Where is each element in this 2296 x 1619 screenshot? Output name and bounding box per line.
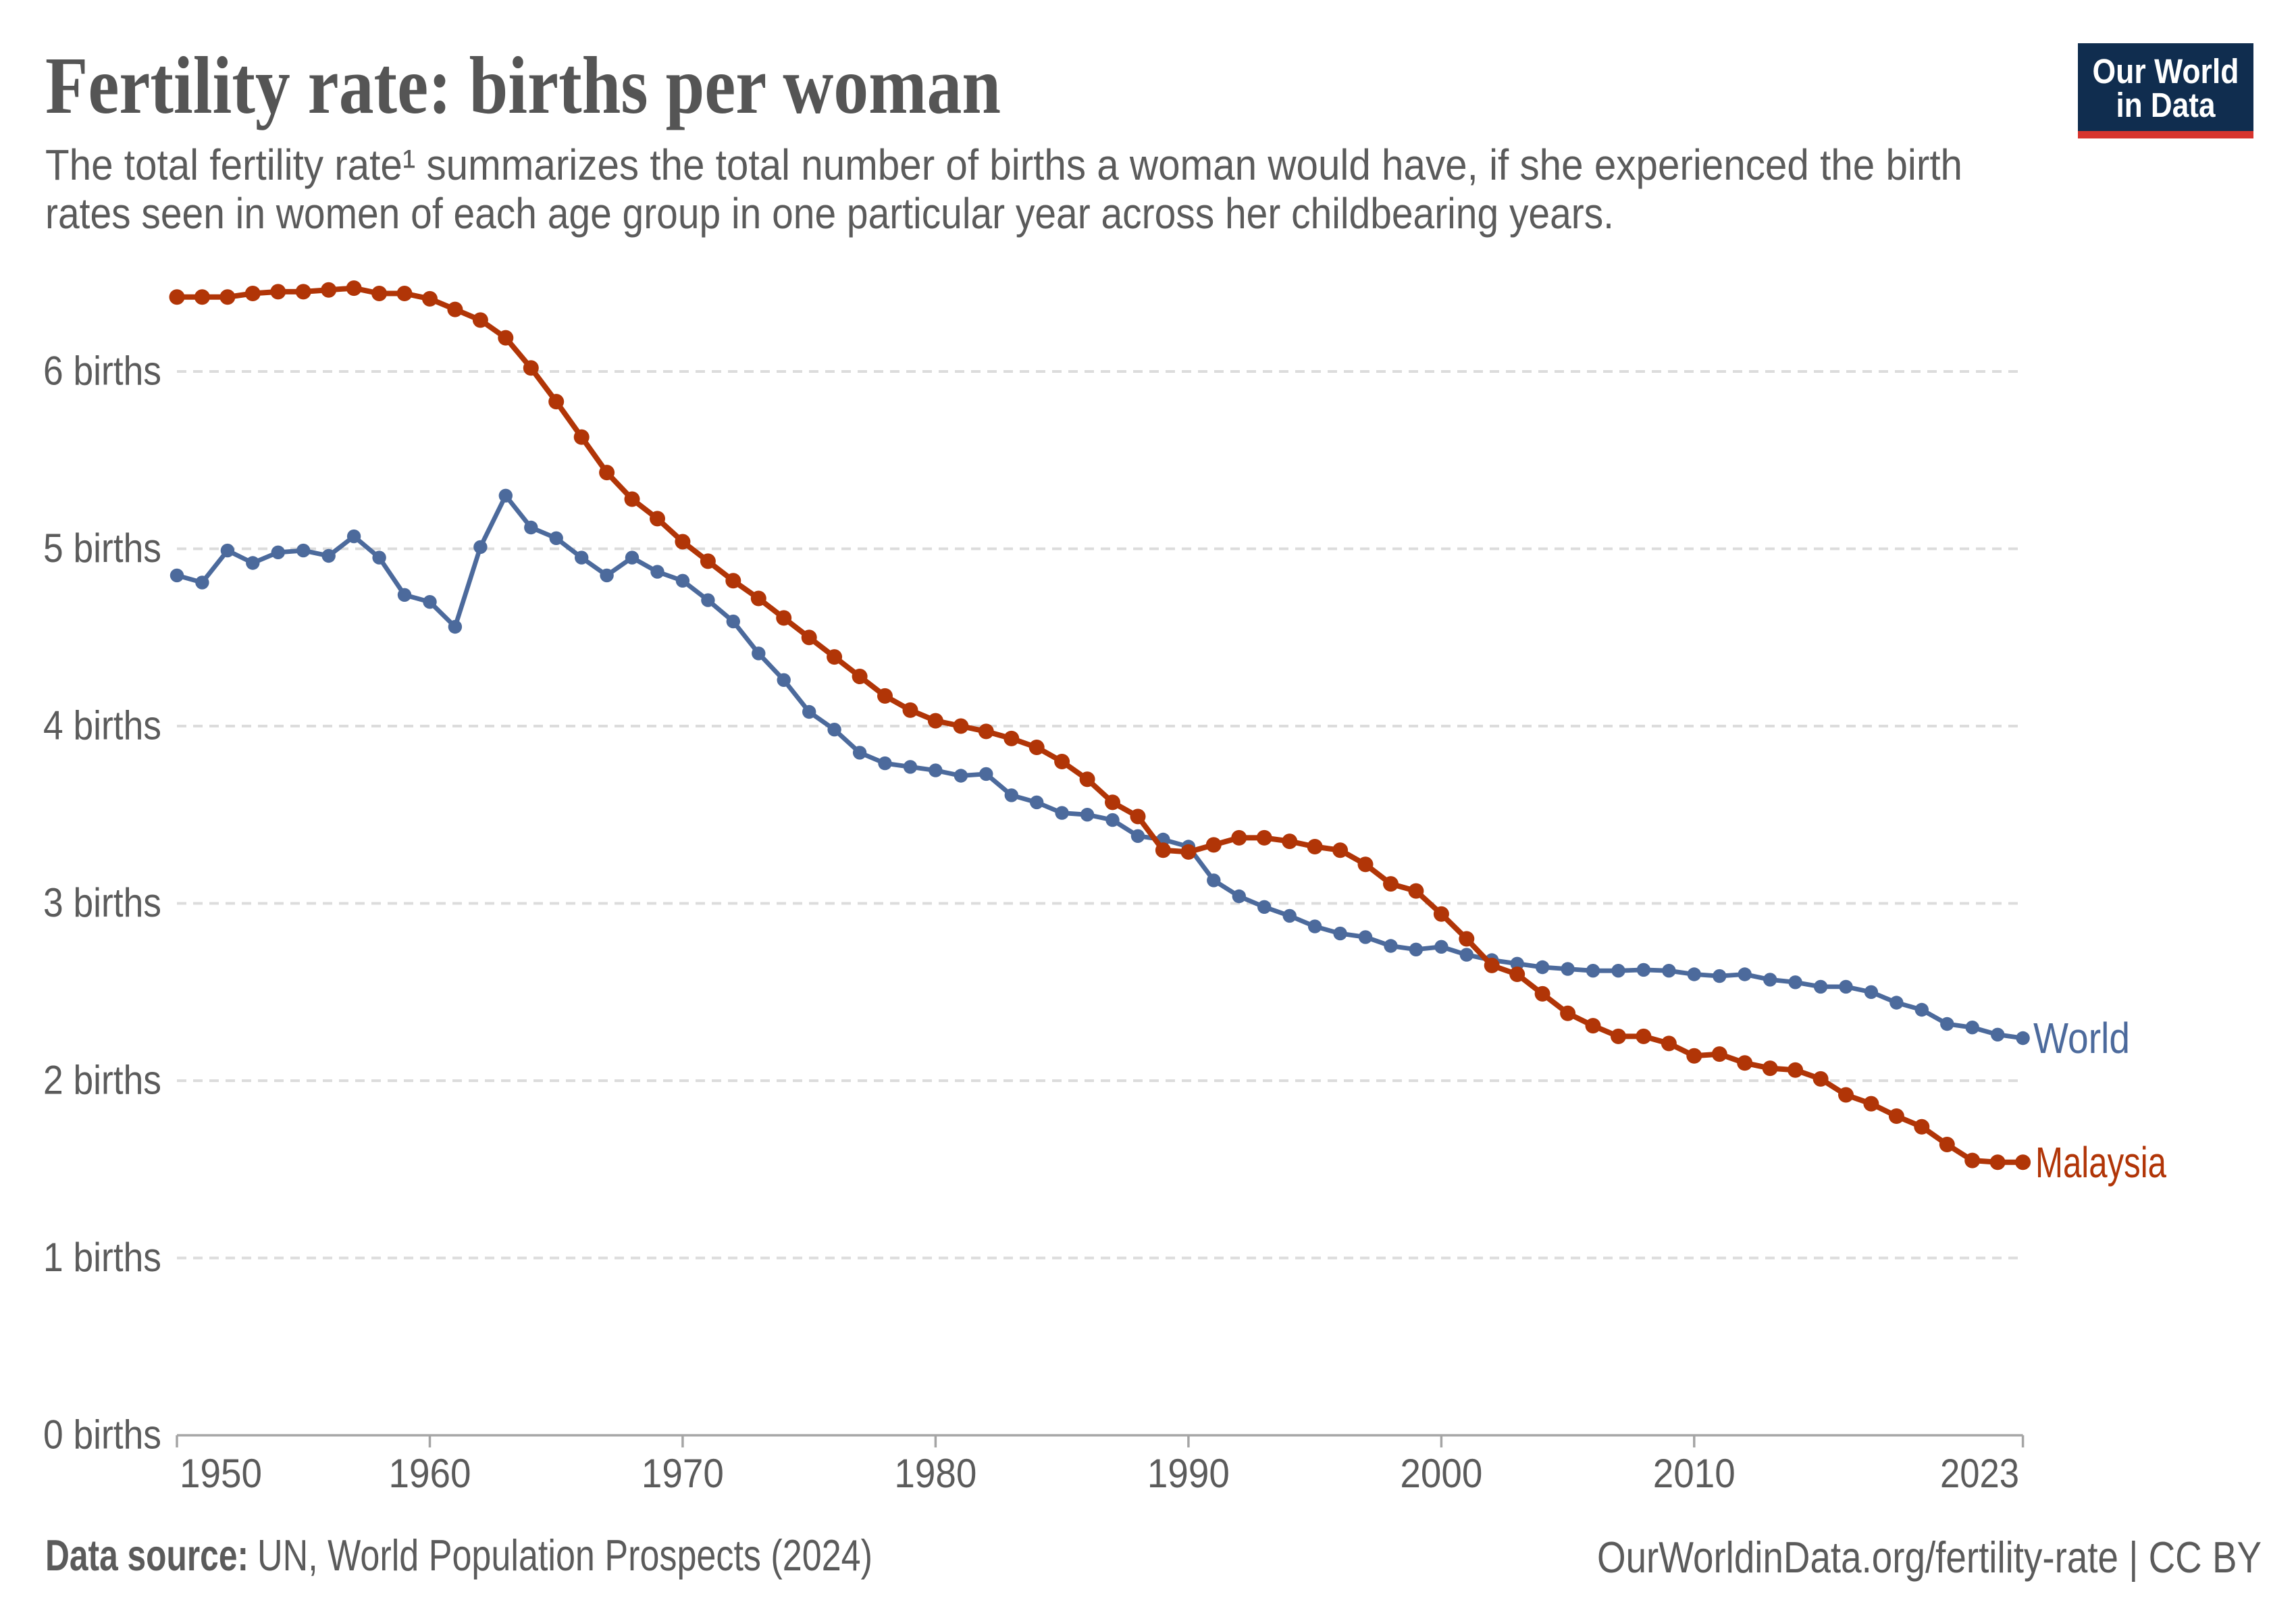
svg-text:1990: 1990 (1147, 1451, 1230, 1496)
svg-text:1980: 1980 (894, 1451, 976, 1496)
svg-text:6 births: 6 births (43, 349, 161, 394)
svg-text:2010: 2010 (1653, 1451, 1736, 1496)
svg-text:in Data: in Data (2116, 86, 2216, 124)
svg-text:1960: 1960 (389, 1451, 471, 1496)
svg-text:2000: 2000 (1400, 1451, 1482, 1496)
svg-text:0 births: 0 births (43, 1412, 161, 1458)
svg-text:The total fertility rate¹ summ: The total fertility rate¹ summarizes the… (45, 140, 1962, 189)
svg-text:World: World (2033, 1014, 2130, 1062)
svg-text:Our World: Our World (2093, 52, 2239, 91)
svg-text:Fertility rate: births per wom: Fertility rate: births per woman (45, 41, 1001, 131)
svg-text:4 births: 4 births (43, 703, 161, 748)
svg-text:Data source:: Data source: (45, 1531, 249, 1580)
svg-text:3 births: 3 births (43, 880, 161, 925)
svg-text:rates seen in women of each ag: rates seen in women of each age group in… (45, 189, 1614, 238)
svg-text:OurWorldinData.org/fertility-r: OurWorldinData.org/fertility-rate | CC B… (1597, 1533, 2262, 1582)
svg-text:UN, World Population Prospects: UN, World Population Prospects (2024) (257, 1531, 872, 1580)
svg-text:2 births: 2 births (43, 1058, 161, 1103)
svg-text:2023: 2023 (1940, 1451, 2019, 1496)
svg-text:5 births: 5 births (43, 525, 161, 571)
svg-text:Malaysia: Malaysia (2035, 1138, 2166, 1187)
svg-text:1 births: 1 births (43, 1235, 161, 1280)
svg-text:1950: 1950 (180, 1451, 262, 1496)
svg-text:1970: 1970 (642, 1451, 724, 1496)
